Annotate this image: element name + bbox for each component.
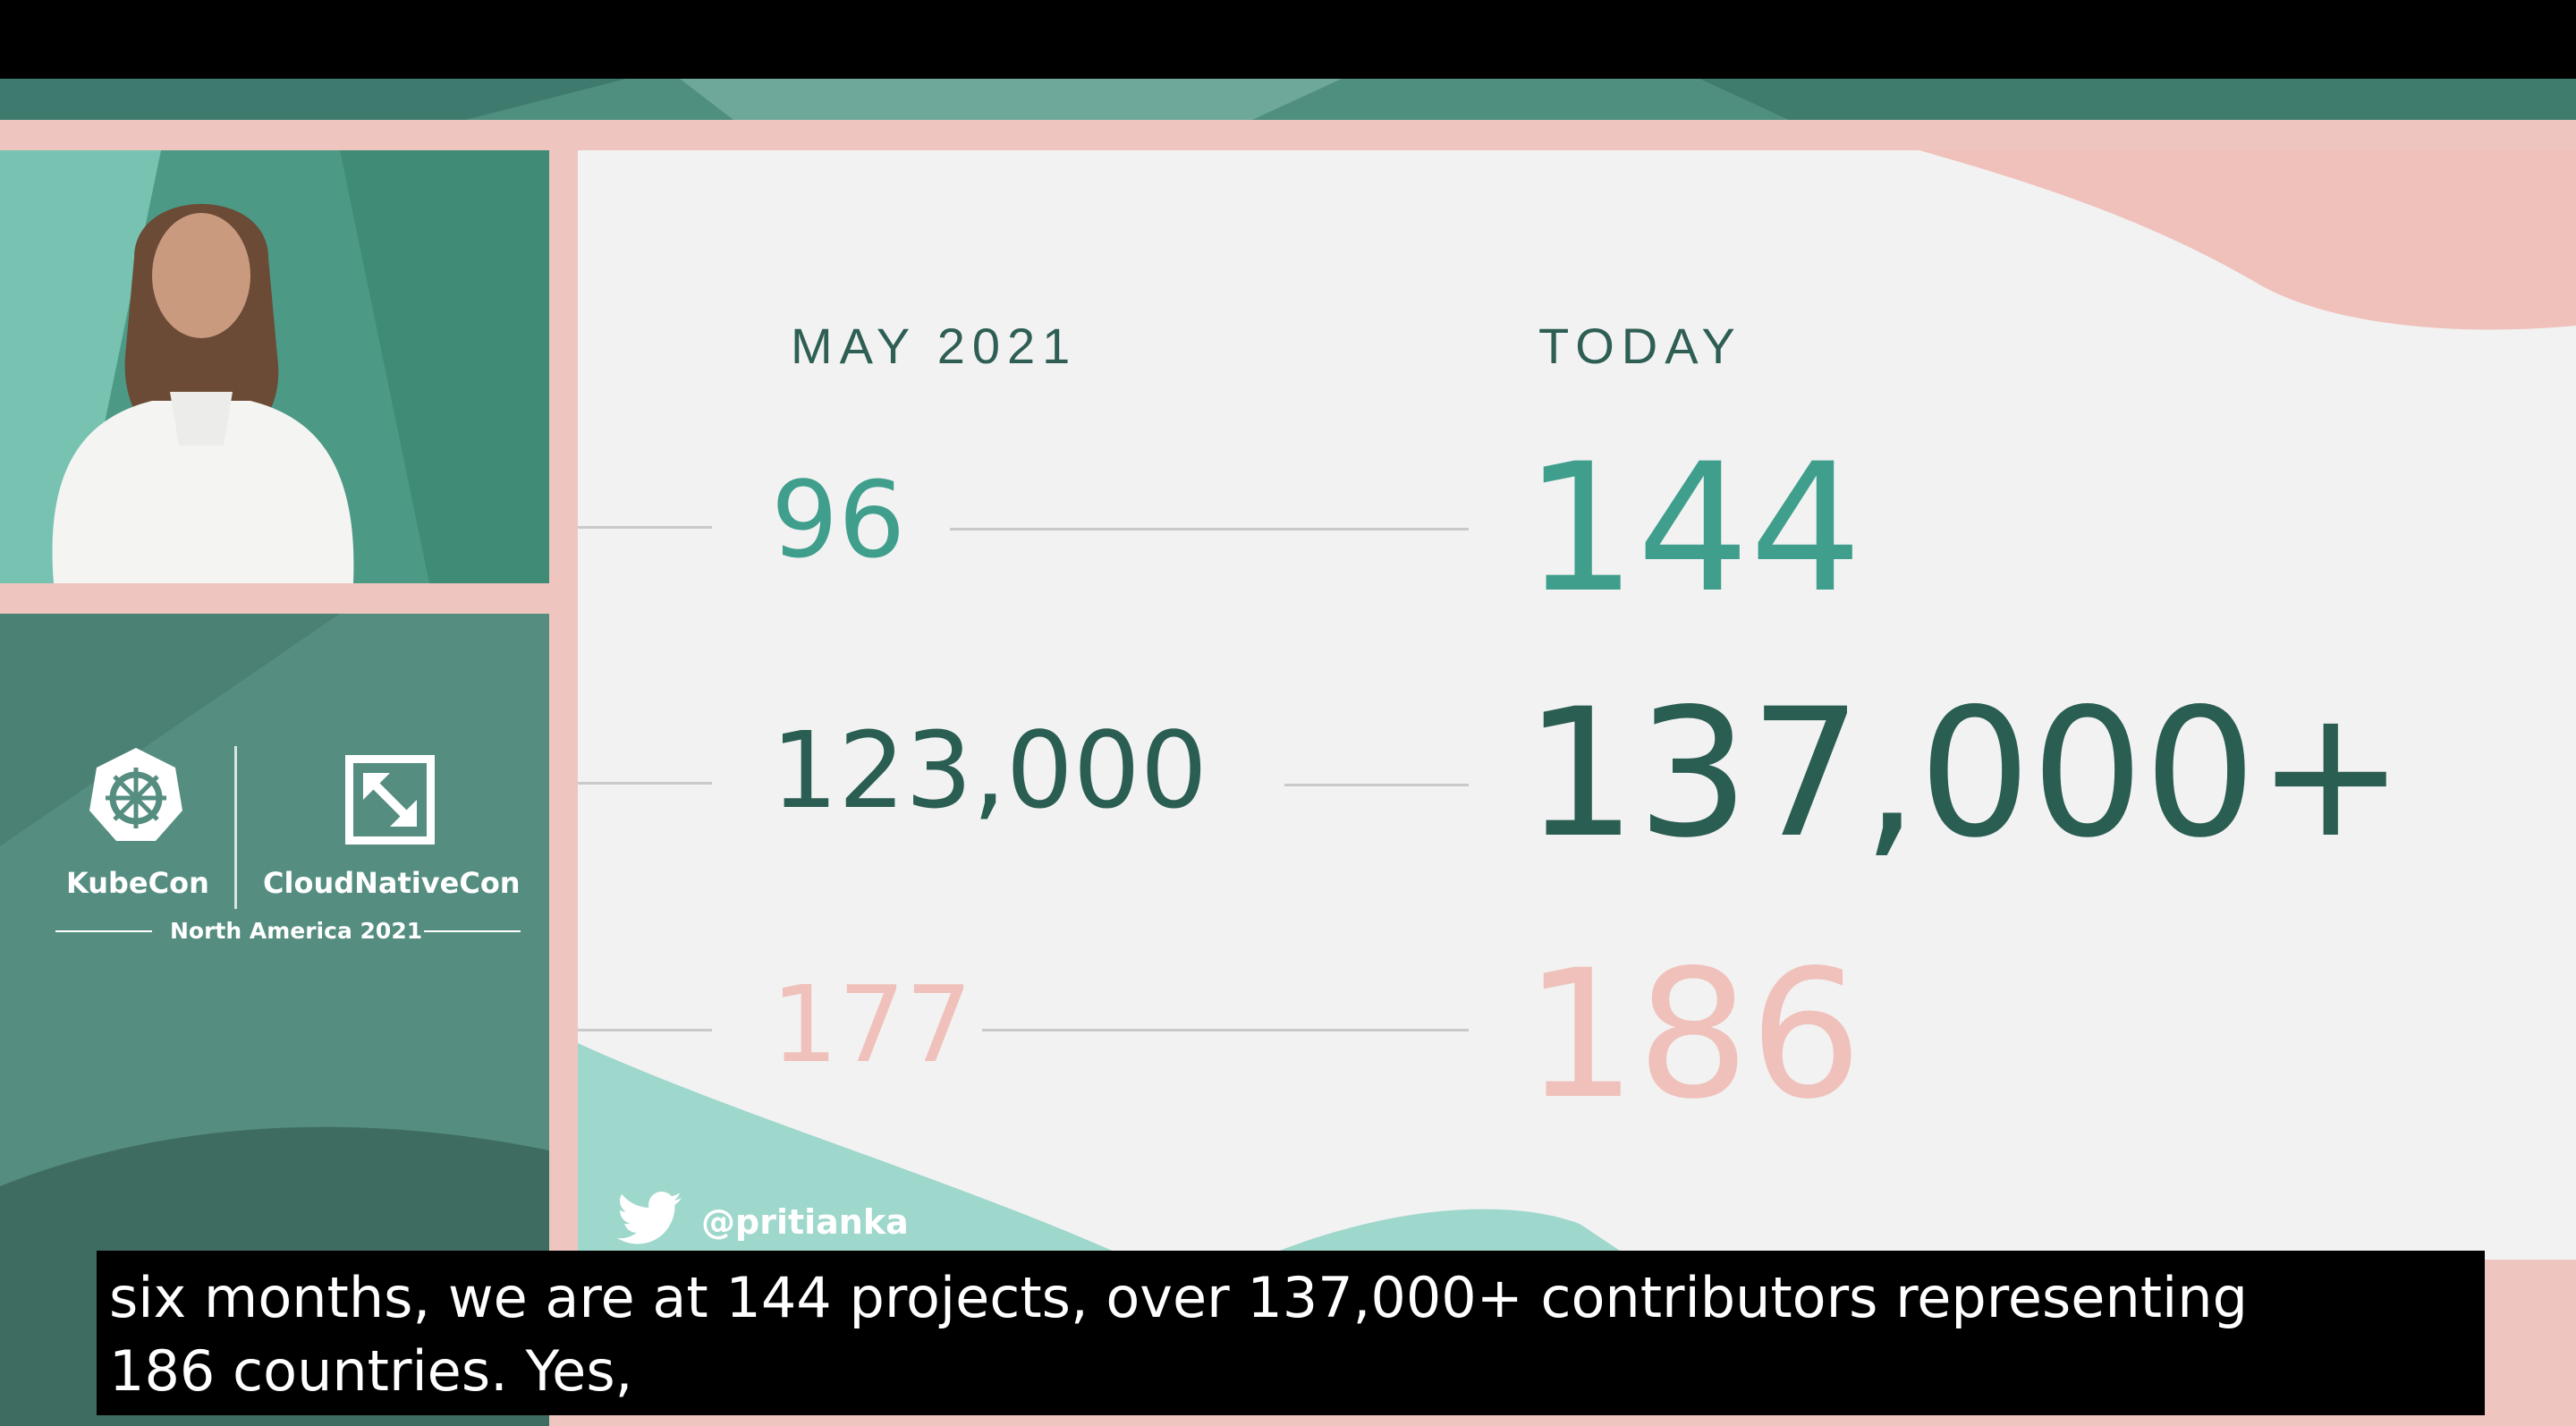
caption-line-1: six months, we are at 144 projects, over… — [109, 1265, 2248, 1330]
row-connector — [950, 528, 1469, 531]
row-connector — [982, 1029, 1469, 1031]
contributors-then: 123,000 — [771, 709, 1208, 832]
heading-may-2021: MAY 2021 — [791, 318, 1078, 374]
cloudnativecon-label: CloudNativeCon — [263, 866, 521, 900]
slide: MAY 2021 TODAY 96 144 123,000 137,000+ 1… — [578, 150, 2576, 1260]
projects-then: 96 — [771, 458, 906, 581]
event-rule-left — [55, 930, 152, 932]
twitter-icon — [617, 1192, 682, 1245]
cncf-icon — [344, 754, 436, 845]
row-connector — [1284, 784, 1469, 786]
presenter-video — [0, 150, 549, 583]
event-rule-right — [424, 930, 521, 932]
heading-today: TODAY — [1538, 318, 1742, 374]
kubernetes-icon — [86, 744, 186, 845]
presenter-figure — [52, 204, 354, 583]
twitter-handle: @pritianka — [701, 1202, 909, 1242]
countries-then: 177 — [771, 963, 973, 1086]
projects-now: 144 — [1524, 425, 1862, 632]
row-connector — [578, 782, 712, 785]
top-letterbox — [0, 0, 2576, 79]
caption-box: six months, we are at 144 projects, over… — [97, 1251, 2485, 1415]
brand-divider — [234, 746, 237, 909]
row-connector — [578, 1029, 712, 1031]
caption-line-2: 186 countries. Yes, — [109, 1338, 633, 1404]
event-label: North America 2021 — [170, 918, 423, 944]
row-connector — [578, 526, 712, 529]
countries-now: 186 — [1524, 931, 1862, 1138]
kubecon-label: KubeCon — [66, 866, 209, 900]
contributors-now: 137,000+ — [1524, 670, 2405, 877]
slide-decorations — [578, 150, 2576, 1260]
